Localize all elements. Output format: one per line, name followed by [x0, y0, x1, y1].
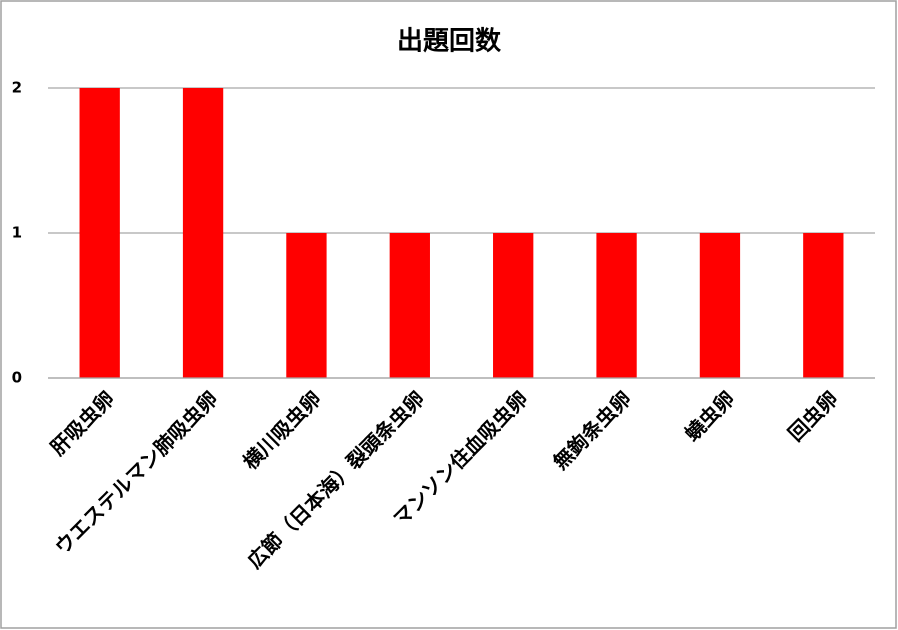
bar [286, 233, 327, 378]
y-tick-label: 1 [12, 224, 22, 242]
y-tick-label: 0 [12, 369, 22, 387]
bar [79, 88, 120, 378]
bar [699, 233, 741, 378]
bar [493, 233, 534, 378]
bar [389, 233, 430, 378]
bar [803, 233, 844, 378]
bar [596, 233, 637, 378]
y-tick-label: 2 [12, 79, 22, 97]
bar [182, 88, 224, 378]
chart-title: 出題回数 [397, 27, 502, 57]
